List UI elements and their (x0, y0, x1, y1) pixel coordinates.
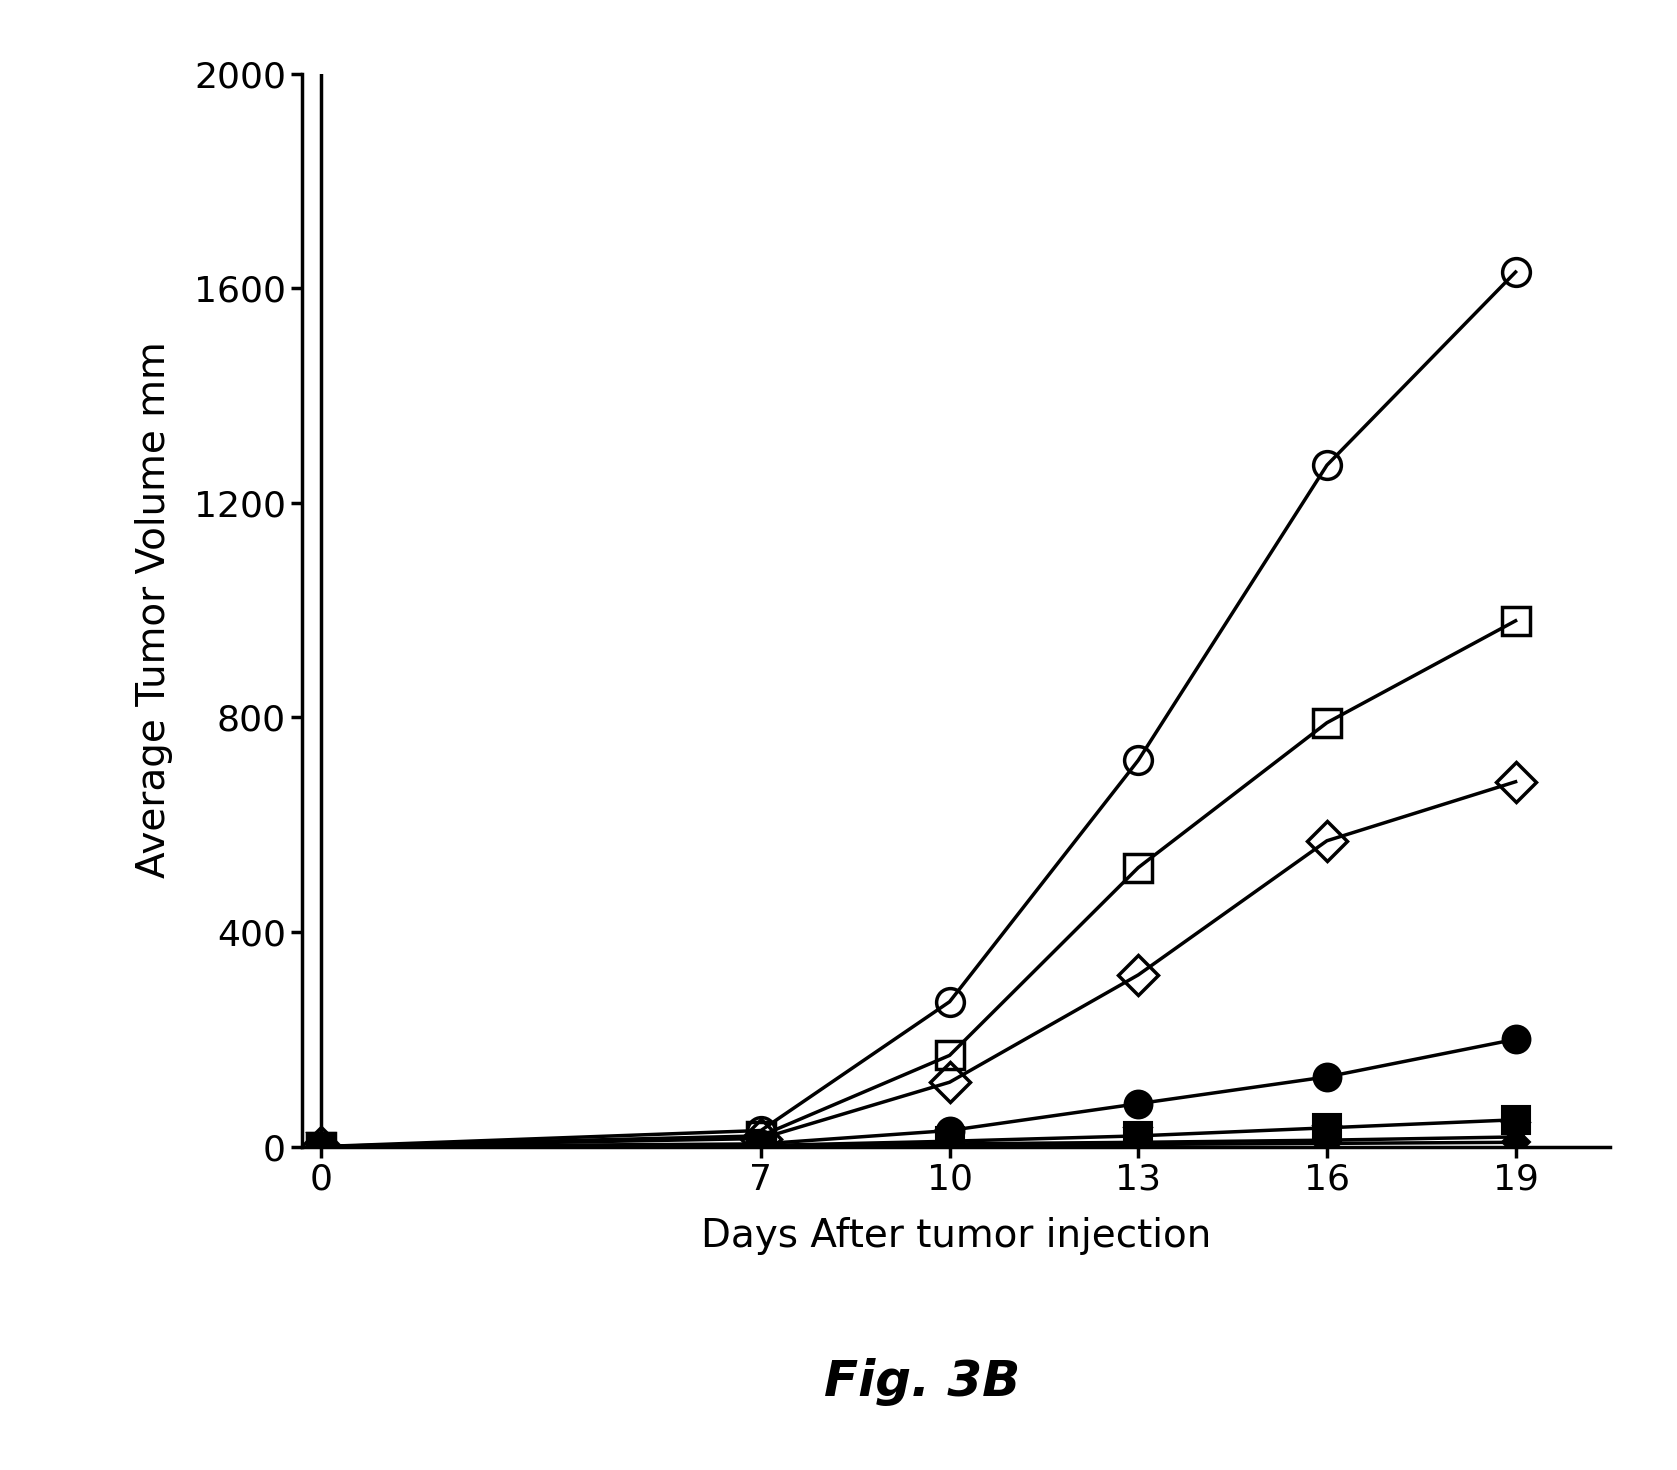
Y-axis label: Average Tumor Volume mm: Average Tumor Volume mm (136, 341, 173, 879)
Text: Fig. 3B: Fig. 3B (823, 1358, 1021, 1405)
X-axis label: Days After tumor injection: Days After tumor injection (701, 1217, 1211, 1255)
